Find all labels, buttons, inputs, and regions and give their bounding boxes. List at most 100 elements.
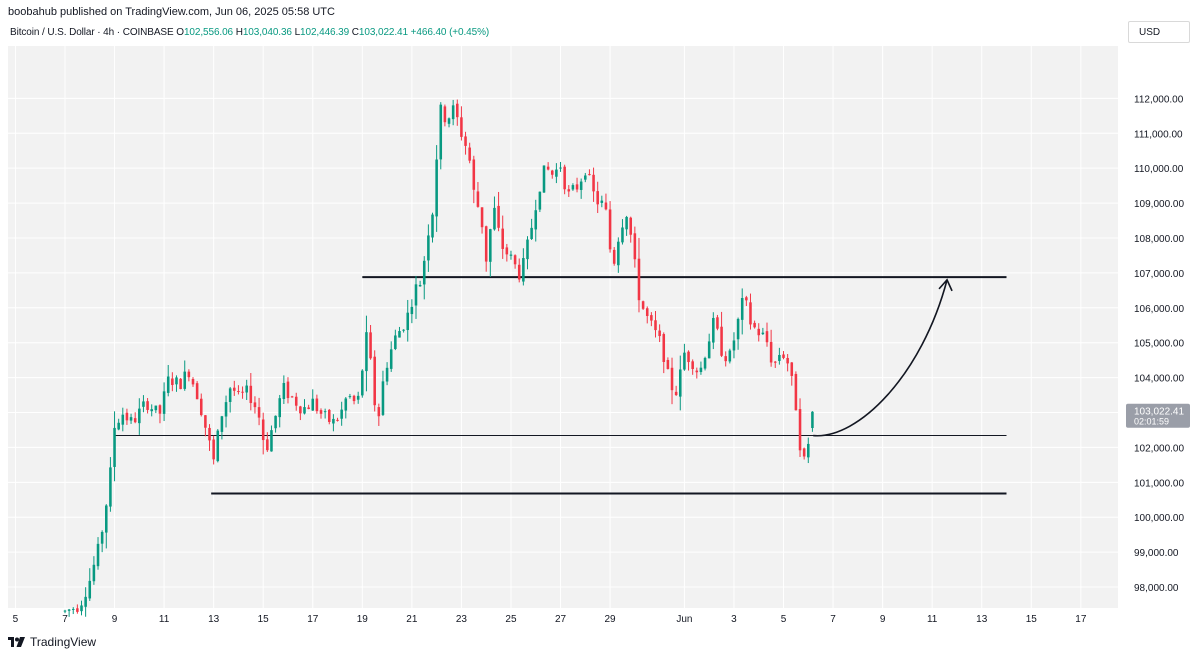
candle-body	[662, 334, 666, 362]
candle-body	[109, 467, 112, 507]
candle-body	[373, 356, 376, 406]
candle-body	[720, 326, 723, 356]
candle-body	[245, 385, 248, 393]
brand[interactable]: TradingView	[8, 635, 96, 649]
candle-body	[695, 370, 699, 373]
projection-arrow[interactable]	[813, 278, 953, 437]
candle-body	[604, 202, 608, 210]
low-key: L	[294, 27, 301, 38]
candle-body	[179, 378, 182, 390]
arrow-curve[interactable]	[813, 279, 948, 437]
candle-body	[683, 352, 686, 370]
candle-body	[175, 377, 178, 385]
bar-countdown-label: 02:01:59	[1134, 417, 1169, 427]
candle-body	[195, 383, 199, 400]
candle-body	[100, 531, 104, 544]
candle-body	[96, 543, 100, 567]
ohlc-legend: Bitcoin / U.S. Dollar · 4h · COINBASE O1…	[10, 27, 489, 38]
candle-body	[534, 210, 538, 230]
y-tick-label: 109,000.00	[1134, 199, 1184, 210]
candle-body	[798, 409, 802, 451]
candle-body	[794, 373, 798, 411]
candle-body	[385, 367, 389, 382]
candle-series	[63, 99, 814, 617]
candle-body	[633, 233, 637, 260]
candle-body	[340, 409, 343, 419]
candle-body	[294, 396, 298, 406]
candle-body	[113, 427, 116, 467]
time-axis[interactable]: 5 7 9 11 13 15 17 19 21 23 25 27 29 Jun 3 5 7 9 11 13 15 17	[13, 614, 1087, 625]
high-key: H	[235, 27, 243, 38]
y-tick-label: 107,000.00	[1134, 269, 1184, 280]
candle-body	[84, 596, 87, 607]
candle-body	[712, 317, 715, 343]
candle-body	[402, 329, 405, 331]
candle-body	[233, 387, 236, 391]
candle-body	[352, 395, 356, 402]
symbol-label: Bitcoin / U.S. Dollar · 4h · COINBASE	[10, 27, 174, 38]
candle-body	[745, 297, 748, 301]
price-axis[interactable]: 98,000.00 99,000.00 100,000.00 101,000.00 10…	[1134, 94, 1184, 594]
candle-body	[224, 402, 228, 417]
candle-body	[493, 207, 496, 230]
candle-body	[526, 239, 529, 260]
currency-selector[interactable]: USD	[1128, 21, 1190, 43]
candle-body	[753, 322, 756, 328]
x-tick-label: 15	[258, 614, 270, 625]
candle-body	[154, 405, 158, 411]
x-tick-label: 17	[1075, 614, 1087, 625]
y-tick-label: 108,000.00	[1134, 234, 1184, 245]
candle-body	[555, 169, 558, 177]
x-tick-label: 25	[505, 614, 517, 625]
candle-body	[447, 118, 451, 124]
candle-body	[257, 407, 261, 418]
x-tick-label: 5	[13, 614, 19, 625]
candle-body	[282, 382, 286, 400]
y-tick-label: 99,000.00	[1134, 548, 1179, 559]
candle-body	[666, 359, 670, 369]
candle-body	[133, 418, 137, 423]
candle-body	[513, 255, 517, 265]
candle-body	[332, 418, 335, 424]
open-value: 102,556.06	[183, 27, 234, 38]
y-tick-label: 102,000.00	[1134, 443, 1184, 454]
y-tick-label: 98,000.00	[1134, 583, 1179, 594]
candle-body	[497, 205, 500, 228]
candle-body	[749, 302, 752, 325]
price-tag-box	[1126, 403, 1190, 428]
candle-body	[650, 315, 653, 321]
candle-body	[125, 412, 129, 421]
x-tick-label: 21	[406, 614, 418, 625]
candle-body	[266, 439, 269, 451]
candle-body	[389, 349, 393, 369]
x-tick-label: 9	[112, 614, 118, 625]
candle-body	[410, 306, 414, 315]
candle-body	[241, 391, 244, 393]
plot-background	[8, 46, 1118, 608]
candle-body	[228, 388, 232, 402]
candle-body	[716, 317, 719, 329]
candle-body	[67, 609, 71, 611]
candle-body	[691, 361, 694, 370]
candle-body	[117, 422, 120, 430]
y-tick-label: 100,000.00	[1134, 513, 1184, 524]
candle-body	[261, 419, 265, 441]
candle-body	[480, 207, 484, 228]
candle-body	[625, 216, 628, 230]
candle-body	[629, 217, 633, 235]
candle-body	[299, 406, 302, 414]
candle-body	[505, 247, 509, 255]
candle-body	[464, 136, 467, 146]
arrow-head[interactable]	[938, 278, 953, 292]
candle-body	[150, 409, 153, 412]
candle-body	[542, 165, 546, 193]
x-tick-label: 7	[830, 614, 836, 625]
y-tick-label: 111,000.00	[1134, 129, 1183, 140]
candle-body	[460, 117, 463, 137]
candle-body	[443, 106, 447, 123]
y-tick-label: 105,000.00	[1134, 339, 1184, 350]
candle-body	[811, 411, 814, 429]
candle-body	[249, 385, 253, 404]
publisher-line: boobahub published on TradingView.com, J…	[8, 6, 335, 18]
